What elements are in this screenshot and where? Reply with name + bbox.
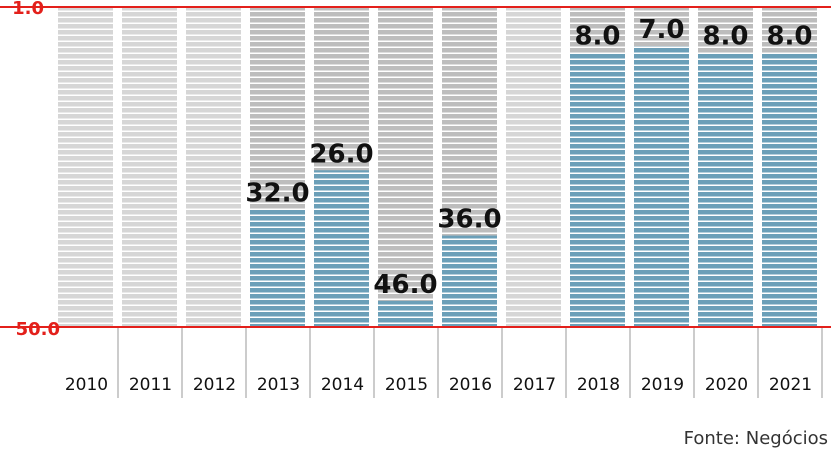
data-label-2020: 8.0	[702, 22, 748, 52]
x-tick-label-2019: 2019	[641, 375, 684, 395]
x-tick-label-2010: 2010	[65, 375, 108, 395]
data-label-2019: 7.0	[638, 15, 684, 45]
x-tick-label-2015: 2015	[385, 375, 428, 395]
bar-stripes-2021	[762, 7, 817, 327]
bar-stripes-2012	[186, 7, 241, 327]
data-label-2013: 32.0	[245, 178, 309, 208]
bar-stripes-2020	[698, 7, 753, 327]
data-label-2015: 46.0	[373, 270, 437, 300]
x-tick-label-2013: 2013	[257, 375, 300, 395]
bar-stripes-2010	[58, 7, 113, 327]
bar-stripes-2014	[314, 7, 369, 327]
bar-stripes-2011	[122, 7, 177, 327]
y-axis-top-label: 1.0	[12, 0, 44, 19]
data-label-2016: 36.0	[437, 205, 501, 235]
x-tick-label-2014: 2014	[321, 375, 364, 395]
data-label-2021: 8.0	[766, 22, 812, 52]
x-tick-label-2021: 2021	[769, 375, 812, 395]
data-label-2018: 8.0	[574, 22, 620, 52]
x-tick-label-2016: 2016	[449, 375, 492, 395]
y-axis-bottom-label: 50.0	[16, 319, 60, 340]
bar-stripes-2016	[442, 7, 497, 327]
x-tick-label-2018: 2018	[577, 375, 620, 395]
x-tick-label-2020: 2020	[705, 375, 748, 395]
source-note: Fonte: Negócios	[684, 428, 828, 449]
bar-stripes-2019	[634, 7, 689, 327]
bar-stripes-2017	[506, 7, 561, 327]
bar-stripes-2018	[570, 7, 625, 327]
x-tick-label-2011: 2011	[129, 375, 172, 395]
data-label-2014: 26.0	[309, 139, 373, 169]
bar-stripes-2015	[378, 7, 433, 327]
x-tick-label-2012: 2012	[193, 375, 236, 395]
bar-stripes-2013	[250, 7, 305, 327]
x-tick-label-2017: 2017	[513, 375, 556, 395]
